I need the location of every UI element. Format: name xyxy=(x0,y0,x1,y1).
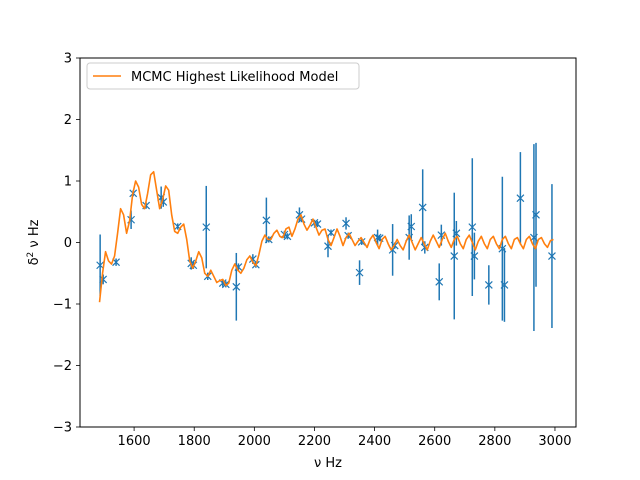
marker-29-b xyxy=(342,219,350,228)
marker-45-b xyxy=(468,223,477,232)
x-tick-label-5: 2600 xyxy=(418,434,451,449)
y-tick-label-6: 3 xyxy=(64,52,72,67)
data-point-50 xyxy=(516,152,525,245)
x-axis: 1600 1800 2000 2200 2400 2600 2800 3000 xyxy=(118,427,572,449)
y-axis: −3 −2 −1 0 1 2 3 xyxy=(53,52,80,436)
marker-0-b xyxy=(96,261,105,270)
data-point-43 xyxy=(450,192,459,320)
marker-1-b xyxy=(99,275,108,284)
data-point-39 xyxy=(418,169,427,246)
y-axis-label-sup: 2 xyxy=(26,252,36,258)
marker-13-b xyxy=(218,279,227,288)
marker-15-b xyxy=(232,282,241,291)
marker-40-b xyxy=(420,243,429,252)
data-point-35 xyxy=(388,224,397,276)
x-tick-label-4: 2400 xyxy=(358,434,391,449)
marker-22-b xyxy=(283,232,292,241)
y-tick-label-0: −3 xyxy=(53,421,72,436)
data-point-19 xyxy=(262,197,271,244)
y-axis-label-base: δ xyxy=(27,257,42,265)
plot-content xyxy=(96,142,556,332)
marker-52-b xyxy=(532,210,540,219)
marker-19-b xyxy=(262,216,271,225)
x-axis-label: ν Hz xyxy=(314,456,342,471)
data-point-53 xyxy=(548,184,556,328)
y-tick-label-4: 1 xyxy=(64,175,72,190)
y-tick-label-5: 2 xyxy=(64,113,72,128)
marker-34-b xyxy=(375,234,384,243)
marker-17-b xyxy=(248,255,257,264)
data-point-41 xyxy=(435,263,444,301)
y-tick-label-3: 0 xyxy=(64,236,72,251)
x-tick-label-1: 1800 xyxy=(178,434,211,449)
data-point-16 xyxy=(234,263,243,272)
y-tick-label-2: −1 xyxy=(53,298,72,313)
data-point-28 xyxy=(327,228,335,237)
data-point-15 xyxy=(232,252,241,321)
marker-39-b xyxy=(418,203,427,212)
y-axis-label-unit: ν Hz xyxy=(27,219,42,247)
marker-31-b xyxy=(355,268,364,277)
legend-entry-model: MCMC Highest Likelihood Model xyxy=(131,70,338,85)
y-tick-label-1: −2 xyxy=(53,359,72,374)
marker-8-b xyxy=(173,222,182,231)
data-point-47 xyxy=(484,265,493,305)
data-point-45 xyxy=(468,158,477,297)
marker-53-b xyxy=(548,252,556,260)
legend: MCMC Highest Likelihood Model xyxy=(86,62,360,90)
data-point-22 xyxy=(283,232,292,241)
data-point-44 xyxy=(452,220,461,246)
marker-28-b xyxy=(327,228,335,237)
data-point-29 xyxy=(342,217,350,230)
data-point-46 xyxy=(470,232,479,280)
x-tick-label-2: 2000 xyxy=(238,434,271,449)
model-line xyxy=(98,170,554,303)
data-point-52 xyxy=(532,142,540,287)
marker-46-b xyxy=(470,252,479,260)
marker-38-b xyxy=(407,222,416,231)
data-point-31 xyxy=(355,260,364,285)
marker-32-b xyxy=(357,237,366,246)
marker-47-b xyxy=(484,281,493,289)
marker-2-b xyxy=(112,258,120,267)
marker-11-b xyxy=(202,223,211,232)
marker-41-b xyxy=(435,277,444,286)
marker-16-b xyxy=(234,263,243,272)
data-point-38 xyxy=(407,214,416,239)
data-point-49 xyxy=(500,248,509,322)
marker-50-b xyxy=(516,194,525,203)
marker-44-b xyxy=(452,229,461,238)
marker-42-b xyxy=(437,231,446,240)
x-tick-label-6: 2800 xyxy=(478,434,511,449)
y-axis-label: δ2 ν Hz xyxy=(26,219,42,265)
marker-48-b xyxy=(498,244,507,253)
data-point-1 xyxy=(99,274,108,285)
data-point-11 xyxy=(202,185,211,269)
data-point-0 xyxy=(96,234,105,297)
marker-49-b xyxy=(500,281,509,289)
marker-23-b xyxy=(295,210,304,219)
x-tick-label-7: 3000 xyxy=(538,434,571,449)
marker-43-b xyxy=(450,252,459,260)
legend-box xyxy=(86,62,360,90)
x-tick-label-3: 2200 xyxy=(298,434,331,449)
x-tick-label-0: 1600 xyxy=(118,434,151,449)
